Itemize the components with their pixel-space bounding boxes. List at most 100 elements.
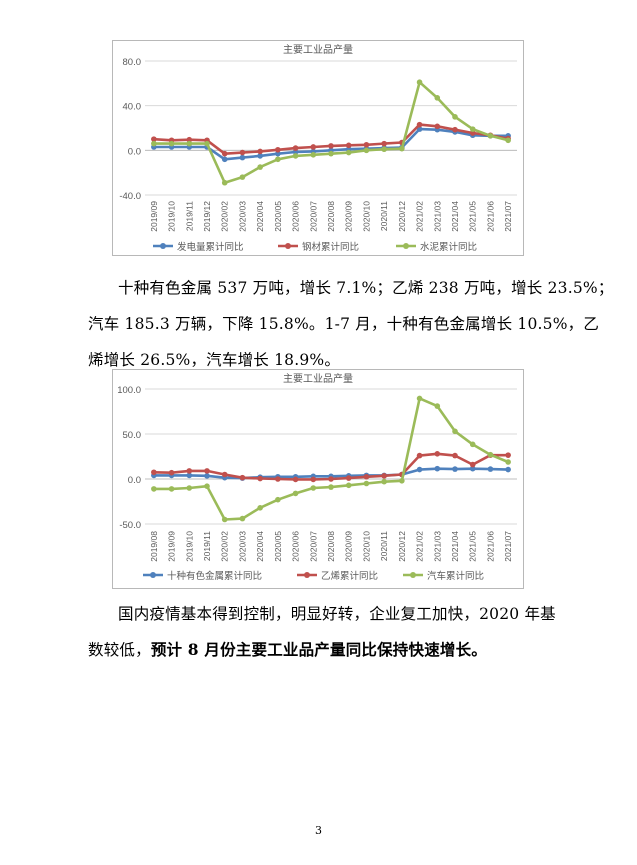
x-tick-label: 2021/06 — [485, 531, 495, 562]
data-point — [452, 452, 458, 459]
data-point — [275, 476, 281, 482]
legend-marker — [403, 243, 409, 249]
legend-marker — [160, 243, 166, 249]
data-point — [257, 475, 263, 482]
paragraph-2-line-2: 数较低，预计 8 月份主要工业品产量同比保持快速增长。 — [88, 632, 556, 668]
x-tick-label: 2020/11 — [379, 201, 389, 231]
x-tick-label: 2020/05 — [273, 531, 283, 562]
data-point — [186, 472, 193, 479]
data-point — [239, 149, 246, 156]
data-point — [416, 395, 423, 402]
legend-marker — [150, 572, 156, 578]
legend-label: 发电量累计同比 — [177, 241, 244, 253]
data-point — [151, 469, 157, 476]
data-point — [168, 140, 175, 147]
legend-marker — [304, 572, 310, 578]
data-point — [328, 143, 334, 149]
chart-industrial-output-1: 主要工业品产量 80.0 40.0 0.0 -40.0 2019/09 2019/10 201… — [112, 40, 524, 256]
data-point — [452, 114, 458, 120]
data-point — [505, 452, 511, 458]
x-tick-label: 2019/12 — [202, 201, 212, 232]
data-point — [151, 136, 157, 142]
x-tick-label: 2019/09 — [149, 201, 159, 232]
data-point — [204, 483, 210, 489]
data-point — [239, 154, 246, 161]
paragraph-2: 国内疫情基本得到控制，明显好转，企业复工加快，2020 年基 数较低，预计 8 … — [88, 596, 556, 668]
data-point — [257, 148, 263, 155]
x-tick-label: 2020/12 — [397, 531, 407, 562]
data-point — [452, 466, 458, 472]
data-point — [204, 140, 210, 147]
data-point — [381, 473, 387, 479]
data-point — [168, 486, 175, 492]
data-point — [239, 515, 246, 522]
data-point — [487, 451, 494, 458]
chart-industrial-output-2: 主要工业品产量 100.0 50.0 0.0 -50.0 2019/08 2019/09 20… — [112, 369, 524, 589]
data-point — [257, 153, 263, 159]
data-point — [257, 505, 263, 511]
y-tick-label: 0.0 — [128, 475, 141, 486]
data-point — [416, 79, 423, 86]
paragraph-1-line-3: 烯增长 26.5%，汽车增长 18.9%。 — [88, 351, 341, 369]
data-point — [151, 486, 157, 492]
legend-label: 钢材累计同比 — [302, 241, 359, 253]
x-tick-label: 2019/09 — [167, 531, 177, 562]
data-point — [204, 468, 210, 474]
x-tick-label: 2019/10 — [184, 531, 194, 562]
data-point — [505, 137, 511, 144]
y-tick-label: -40.0 — [119, 191, 141, 202]
data-point — [328, 150, 334, 157]
data-point — [345, 142, 352, 149]
data-point — [363, 480, 370, 487]
y-tick-label: -50.0 — [119, 520, 141, 531]
data-point — [275, 156, 281, 163]
x-tick-label: 2021/04 — [450, 201, 460, 232]
data-point — [186, 468, 193, 474]
data-point — [221, 179, 228, 186]
x-tick-label: 2019/11 — [202, 531, 212, 561]
data-point — [275, 496, 281, 503]
data-point — [310, 485, 317, 491]
data-point — [221, 516, 228, 523]
legend-marker — [285, 243, 291, 249]
data-point — [399, 145, 405, 152]
data-point — [328, 476, 334, 482]
data-point — [292, 490, 299, 497]
data-point — [416, 466, 423, 473]
x-tick-label: 2020/03 — [237, 201, 247, 232]
x-tick-label: 2020/02 — [220, 201, 230, 232]
data-point — [434, 451, 441, 457]
page-number: 3 — [315, 824, 322, 837]
data-point — [505, 466, 511, 473]
data-point — [310, 152, 317, 158]
x-tick-label: 2020/09 — [344, 531, 354, 562]
data-point — [186, 136, 193, 143]
x-tick-label: 2021/02 — [415, 531, 425, 562]
data-point — [505, 459, 511, 465]
data-point — [310, 144, 317, 150]
chart-2-svg: 主要工业品产量 100.0 50.0 0.0 -50.0 2019/08 2019/09 20… — [117, 372, 517, 582]
y-tick-label: 50.0 — [123, 430, 142, 441]
y-tick-label: 100.0 — [117, 385, 141, 396]
legend-label: 水泥累计同比 — [420, 241, 477, 253]
data-point — [292, 153, 299, 159]
data-point — [328, 484, 334, 490]
data-point — [469, 441, 476, 448]
x-tick-label: 2021/07 — [503, 201, 513, 232]
x-tick-label: 2020/07 — [308, 201, 318, 232]
chart-title: 主要工业品产量 — [283, 43, 353, 56]
data-point — [292, 145, 299, 151]
data-point — [469, 461, 476, 468]
data-point — [345, 482, 352, 489]
x-tick-label: 2020/10 — [361, 201, 371, 232]
x-tick-label: 2020/08 — [326, 531, 336, 562]
x-tick-label: 2021/07 — [503, 531, 513, 562]
paragraph-1-line-2: 汽车 185.3 万辆，下降 15.8%。1-7 月，十种有色金属增长 10.5… — [88, 315, 600, 333]
data-point — [434, 123, 441, 130]
x-tick-label: 2019/10 — [167, 201, 177, 232]
legend-label: 乙烯累计同比 — [321, 570, 378, 582]
data-point — [310, 476, 317, 483]
x-tick-label: 2020/08 — [326, 201, 336, 232]
x-tick-label: 2021/03 — [432, 531, 442, 562]
paragraph-1-line-1: 十种有色金属 537 万吨，增长 7.1%；乙烯 238 万吨，增长 23.5%… — [118, 279, 614, 297]
